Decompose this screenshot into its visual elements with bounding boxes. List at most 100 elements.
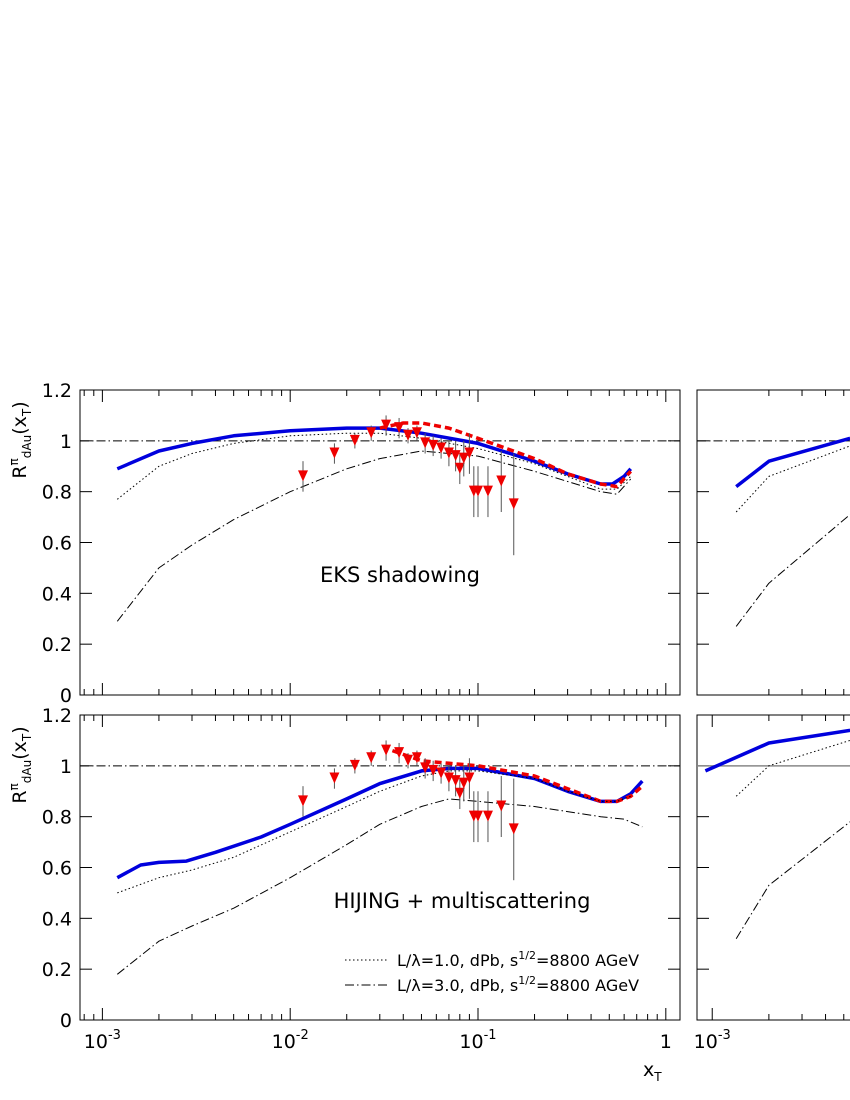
data-point xyxy=(482,810,493,822)
data-point xyxy=(473,485,484,497)
legend-sup: 1/2 xyxy=(518,974,536,987)
x-label-sub: T xyxy=(653,1070,662,1084)
legend-sup: 1/2 xyxy=(518,949,536,962)
y-tick-label: 0 xyxy=(60,685,72,707)
data-point xyxy=(381,744,392,756)
y-label-part: R xyxy=(9,465,31,478)
curve xyxy=(735,821,850,939)
x-tick-base: 10 xyxy=(459,1031,483,1053)
y-tick-label: 0.4 xyxy=(42,908,72,930)
legend-part: =8800 AGeV xyxy=(536,976,639,995)
x-tick-base: 10 xyxy=(272,1031,296,1053)
x-tick-label: 10-1 xyxy=(459,1028,496,1053)
curve xyxy=(116,450,632,622)
x-tick-label: 10-2 xyxy=(272,1028,309,1053)
y-label-sup: π xyxy=(7,783,21,790)
data-point xyxy=(458,452,469,464)
data-point xyxy=(329,447,340,459)
legend-label: L/λ=3.0, dPb, s1/2=8800 AGeV xyxy=(397,974,639,995)
curve xyxy=(116,426,633,486)
y-tick-label: 0.8 xyxy=(42,482,72,504)
y-tick-label: 0.6 xyxy=(42,533,72,555)
y-tick-label: 1 xyxy=(60,756,72,778)
curve xyxy=(735,436,850,488)
data-point xyxy=(454,787,465,799)
curve xyxy=(391,748,644,804)
plot-frame xyxy=(696,714,850,1021)
data-point xyxy=(381,419,392,431)
data-point xyxy=(428,439,439,451)
y-tick-label: 0.4 xyxy=(42,583,72,605)
curve xyxy=(379,421,633,489)
plot-frame xyxy=(79,714,681,1021)
data-point xyxy=(420,762,431,774)
y-label-sub: dAu xyxy=(20,760,34,783)
x-axis-label: xT xyxy=(643,1059,662,1084)
y-label-sub: T xyxy=(20,733,34,742)
data-point xyxy=(366,752,377,764)
legend-part: =8800 AGeV xyxy=(536,951,639,970)
curve xyxy=(117,770,631,894)
curve xyxy=(116,766,644,880)
legend-part: L/λ=3.0, dPb, s xyxy=(397,976,518,995)
curve xyxy=(704,728,850,773)
y-label-part: (x xyxy=(9,416,31,435)
panel xyxy=(696,389,850,696)
y-label-part: R xyxy=(9,790,31,803)
y-tick-label: 0 xyxy=(60,1010,72,1032)
y-tick-label: 0.8 xyxy=(42,807,72,829)
x-tick-exponent: -1 xyxy=(484,1028,497,1043)
data-point xyxy=(394,747,405,759)
data-point xyxy=(436,442,447,454)
data-point xyxy=(496,475,507,487)
annotation: EKS shadowing xyxy=(320,563,480,587)
data-point xyxy=(329,772,340,784)
x-tick-exponent: -3 xyxy=(108,1028,121,1043)
x-tick-exponent: -2 xyxy=(296,1028,309,1043)
x-tick-base: 10 xyxy=(694,1031,718,1053)
data-point xyxy=(403,429,414,441)
data-point xyxy=(349,434,360,446)
y-tick-label: 0.6 xyxy=(42,858,72,880)
x-tick-label: 10-3 xyxy=(694,1028,731,1053)
x-tick-label: 1 xyxy=(660,1031,672,1053)
legend-label: L/λ=1.0, dPb, s1/2=8800 AGeV xyxy=(397,949,639,970)
y-tick-label: 1 xyxy=(60,431,72,453)
x-label-part: x xyxy=(643,1059,654,1081)
data-point xyxy=(420,437,431,449)
data-point xyxy=(450,450,461,462)
data-point xyxy=(297,795,308,807)
y-label-sub: dAu xyxy=(20,435,34,458)
data-point xyxy=(473,810,484,822)
plot-frame xyxy=(79,389,681,696)
data-point xyxy=(428,764,439,776)
y-label-sub: T xyxy=(20,408,34,417)
curve xyxy=(116,798,643,975)
y-label-sup: π xyxy=(7,458,21,465)
curve xyxy=(735,445,850,513)
plot-frame xyxy=(696,389,850,696)
y-axis-label: RπdAu(xT) xyxy=(7,401,34,478)
data-point xyxy=(458,777,469,789)
data-point xyxy=(508,498,519,510)
data-point xyxy=(496,800,507,812)
y-tick-label: 0.2 xyxy=(42,634,72,656)
data-point xyxy=(394,422,405,434)
panel: 10-3 xyxy=(694,714,850,1053)
data-point xyxy=(411,752,422,764)
data-point xyxy=(297,470,308,482)
curve xyxy=(116,432,632,500)
legend-part: L/λ=1.0, dPb, s xyxy=(397,951,518,970)
y-label-part: (x xyxy=(9,741,31,760)
panel: 00.20.40.60.811.210-3 10-2 10-1 1RπdAu(xT)x… xyxy=(7,705,681,1084)
data-point xyxy=(464,447,475,459)
data-point xyxy=(411,427,422,439)
y-tick-label: 1.2 xyxy=(42,705,72,727)
data-point xyxy=(508,823,519,835)
y-label-part: ) xyxy=(9,726,31,733)
data-point xyxy=(436,767,447,779)
data-point xyxy=(464,772,475,784)
curve xyxy=(735,514,850,627)
